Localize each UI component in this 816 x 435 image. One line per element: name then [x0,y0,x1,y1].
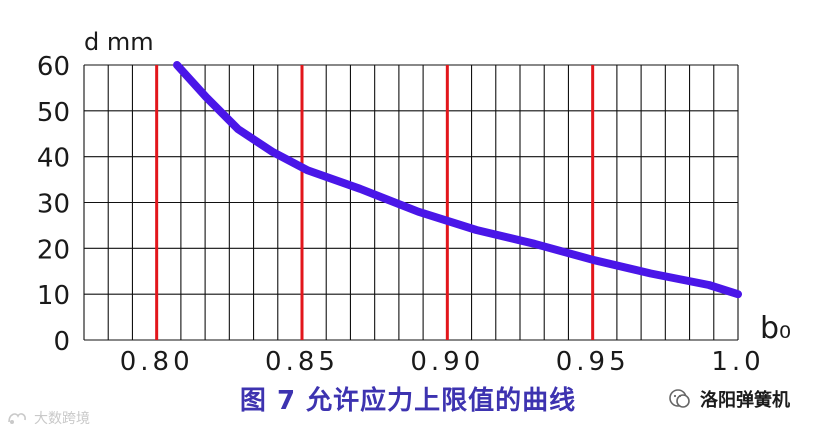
y-tick-label: 20 [37,235,70,265]
y-tick-label: 0 [53,327,70,357]
chart-caption: 图 7 允许应力上限值的曲线 [239,386,577,416]
chart-plot: 0 10 20 30 40 50 60 0.80 0.85 0.90 0.95 1.0 d mm b₀ [37,28,791,377]
x-tick-label: 1.0 [711,347,764,377]
y-tick-label: 30 [37,190,70,220]
source-logo-icon [6,410,28,426]
y-tick-label: 40 [37,144,70,174]
y-tick-label: 10 [37,281,70,311]
y-tick-label: 60 [37,52,70,82]
x-tick-label: 0.90 [410,347,484,377]
watermark-brand-text: 洛阳弹簧机 [700,390,790,411]
y-axis-label: d mm [84,28,154,56]
watermark-source-text: 大数跨境 [34,411,90,427]
watermark-brand: 洛阳弹簧机 [668,386,790,412]
x-axis-label: b₀ [760,311,791,346]
wechat-logo-icon [668,387,692,411]
x-tick-label: 0.95 [556,347,630,377]
series-line [173,61,742,299]
watermark-source: 大数跨境 [6,408,90,428]
x-tick-label: 0.80 [120,347,194,377]
y-tick-label: 50 [37,98,70,128]
x-tick-label: 0.85 [265,347,339,377]
